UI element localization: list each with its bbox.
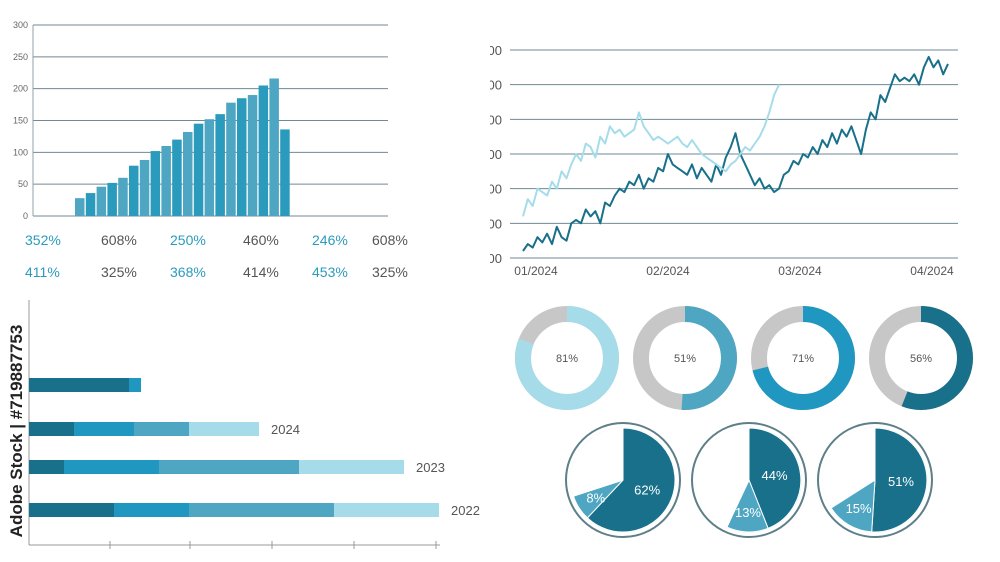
- x-tick-label: 01/2024: [514, 264, 558, 278]
- bar: [85, 193, 96, 216]
- bar: [139, 159, 150, 216]
- y-tick-label: 250: [13, 52, 28, 62]
- percent-cell: 325%: [372, 264, 408, 280]
- bar-segment: [29, 378, 129, 392]
- bar-segment: [189, 422, 259, 436]
- bar-segment: [29, 422, 74, 436]
- donut-label: 51%: [674, 353, 696, 365]
- bar-segment: [189, 503, 334, 517]
- bar-segment: [129, 378, 141, 392]
- donut-charts: 81% 51% 71% 56%: [515, 306, 973, 410]
- donut-label: 71%: [792, 353, 814, 365]
- bar: [226, 102, 236, 216]
- series-line: [522, 84, 780, 217]
- percent-cell: 325%: [101, 264, 137, 280]
- pie-slice: [748, 427, 802, 529]
- donut-label: 56%: [910, 353, 932, 365]
- percent-cell: 453%: [312, 264, 348, 280]
- pie-label: 44%: [762, 468, 788, 483]
- bar: [161, 145, 171, 216]
- pie-slice: [696, 427, 750, 528]
- bar-segment: [159, 460, 299, 474]
- bar-segment: [114, 503, 189, 517]
- category-label: 2024: [271, 422, 300, 437]
- y-tick-label: 100: [13, 147, 28, 157]
- bar: [150, 151, 161, 216]
- bar: [172, 139, 182, 216]
- donut-label: 81%: [556, 353, 578, 365]
- y-tick-label: 6000: [490, 78, 502, 93]
- pie-slice: [570, 427, 624, 497]
- y-tick-label: 300: [13, 20, 28, 30]
- bar-segment: [29, 503, 114, 517]
- y-tick-label: 200: [13, 84, 28, 94]
- y-tick-label: 2000: [490, 216, 502, 231]
- bar-segment: [74, 422, 134, 436]
- y-tick-label: 3000: [490, 182, 502, 197]
- y-tick-label: 0: [23, 211, 28, 221]
- bar-segment: [29, 460, 64, 474]
- pie-label: 62%: [634, 483, 660, 498]
- percent-cell: 608%: [372, 232, 408, 248]
- x-tick-label: 02/2024: [646, 264, 690, 278]
- bar: [107, 182, 117, 216]
- bar: [96, 186, 107, 216]
- bar: [269, 78, 279, 216]
- x-tick-label: 04/2024: [910, 264, 954, 278]
- percent-cell: 368%: [170, 264, 206, 280]
- bar: [75, 198, 85, 216]
- percent-cell: 246%: [312, 232, 348, 248]
- pie-label: 13%: [735, 505, 761, 520]
- bar-segment: [134, 422, 189, 436]
- pie-slice: [586, 427, 676, 533]
- bar-segment: [299, 460, 404, 474]
- bar: [247, 95, 258, 216]
- percent-cell: 414%: [243, 264, 279, 280]
- bar: [280, 129, 290, 216]
- pie-label: 51%: [888, 474, 914, 489]
- pie-charts: 62% 8% 44% 13% 51% 15%: [565, 422, 933, 538]
- percent-cell: 352%: [25, 232, 61, 248]
- category-label: 2023: [416, 460, 445, 475]
- donut-arc: [869, 306, 973, 410]
- percent-cell: 460%: [243, 232, 279, 248]
- donut-arc: [633, 306, 737, 410]
- percent-cell: 250%: [170, 232, 206, 248]
- bar: [129, 165, 139, 216]
- bar: [237, 98, 247, 216]
- pie-label: 8%: [586, 490, 605, 505]
- bar: [258, 85, 269, 216]
- percent-cell: 608%: [101, 232, 137, 248]
- y-tick-label: 4000: [490, 147, 502, 162]
- bar-chart: 0 50 100 150 200 250 300: [13, 20, 388, 221]
- bar-segment: [334, 503, 439, 517]
- x-tick-label: 03/2024: [778, 264, 822, 278]
- category-label: 2022: [451, 503, 480, 518]
- bar: [193, 123, 204, 216]
- bar: [215, 114, 225, 216]
- y-tick-label: 1000: [490, 251, 502, 266]
- line-chart: 1000 2000 3000 4000 5000 6000 7000 01/2024 02/20…: [490, 43, 958, 278]
- donut-arc: [751, 306, 855, 410]
- horizontal-bar-chart: 2024 2023 2022: [28, 300, 480, 549]
- bar: [118, 177, 128, 216]
- bar: [183, 131, 193, 216]
- bar-segment: [64, 460, 159, 474]
- y-tick-label: 5000: [490, 112, 502, 127]
- donut-arc: [515, 306, 619, 410]
- percent-cell: 411%: [25, 264, 60, 280]
- bar: [204, 119, 215, 216]
- y-tick-label: 7000: [490, 43, 502, 58]
- series-line: [522, 55, 949, 252]
- pie-slice: [871, 427, 928, 533]
- y-tick-label: 50: [18, 179, 28, 189]
- y-tick-label: 150: [13, 116, 28, 126]
- pie-slice: [830, 479, 876, 533]
- pie-label: 15%: [846, 501, 872, 516]
- pie-slice: [822, 427, 876, 509]
